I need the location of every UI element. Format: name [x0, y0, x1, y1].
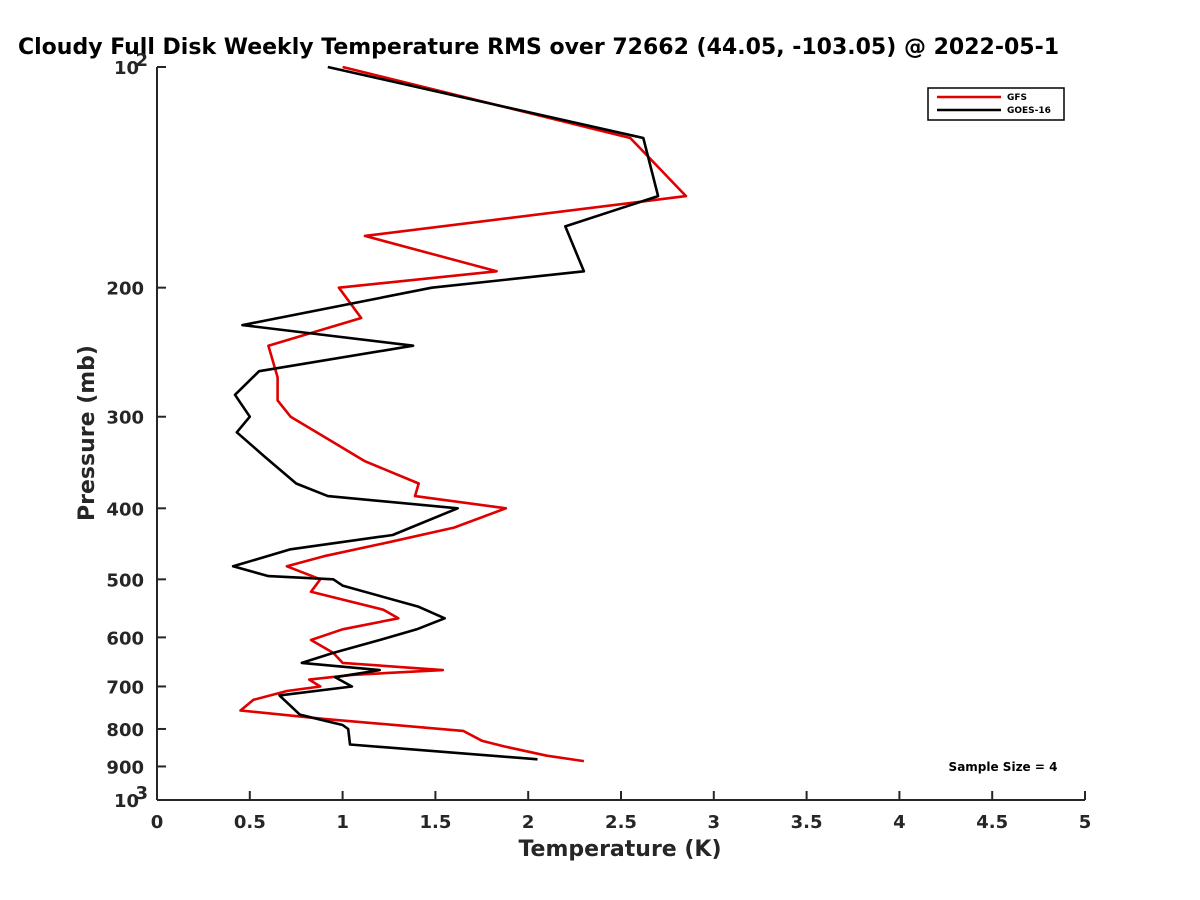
x-tick-label: 0 — [151, 812, 164, 833]
x-tick-label: 3 — [708, 812, 721, 833]
y-tick-exponent: 2 — [135, 50, 148, 71]
y-tick-label: 700 — [106, 677, 144, 698]
y-tick-label: 400 — [106, 499, 144, 520]
series-layer — [231, 65, 688, 763]
legend-box — [927, 87, 1065, 121]
y-tick-label: 900 — [106, 757, 144, 778]
y-tick-label: 10 — [114, 791, 139, 812]
x-tick-label: 1 — [336, 812, 349, 833]
y-tick-exponent: 3 — [135, 783, 148, 804]
series-line-goes-16 — [231, 65, 660, 761]
x-tick-label: 2.5 — [605, 812, 637, 833]
x-axis-label: Temperature (K) — [518, 837, 721, 862]
y-tick-label: 800 — [106, 720, 144, 741]
y-axis-label: Pressure (mb) — [75, 345, 100, 521]
x-tick-label: 0.5 — [234, 812, 266, 833]
x-tick-label: 5 — [1079, 812, 1092, 833]
x-tick-label: 4 — [893, 812, 906, 833]
y-tick-label: 10 — [114, 58, 139, 79]
legend-entry: GOES-16 — [1007, 106, 1051, 116]
legend-entry: GFS — [1007, 93, 1027, 103]
y-tick-label: 200 — [106, 279, 144, 300]
x-tick-label: 4.5 — [976, 812, 1008, 833]
axes-layer: 0 0.5 1 1.5 2 2.5 3 3.5 4 4.5 51022003004005006007… — [106, 50, 1091, 833]
x-tick-label: 3.5 — [791, 812, 823, 833]
sample-size-annotation: Sample Size = 4 — [949, 760, 1058, 774]
y-tick-label: 300 — [106, 408, 144, 429]
chart-title: Cloudy Full Disk Weekly Temperature RMS … — [18, 35, 1059, 60]
y-tick-label: 600 — [106, 628, 144, 649]
x-tick-label: 1.5 — [419, 812, 451, 833]
x-tick-label: 2 — [522, 812, 535, 833]
legend: GFS GOES-16 — [927, 87, 1065, 121]
y-tick-label: 500 — [106, 570, 144, 591]
